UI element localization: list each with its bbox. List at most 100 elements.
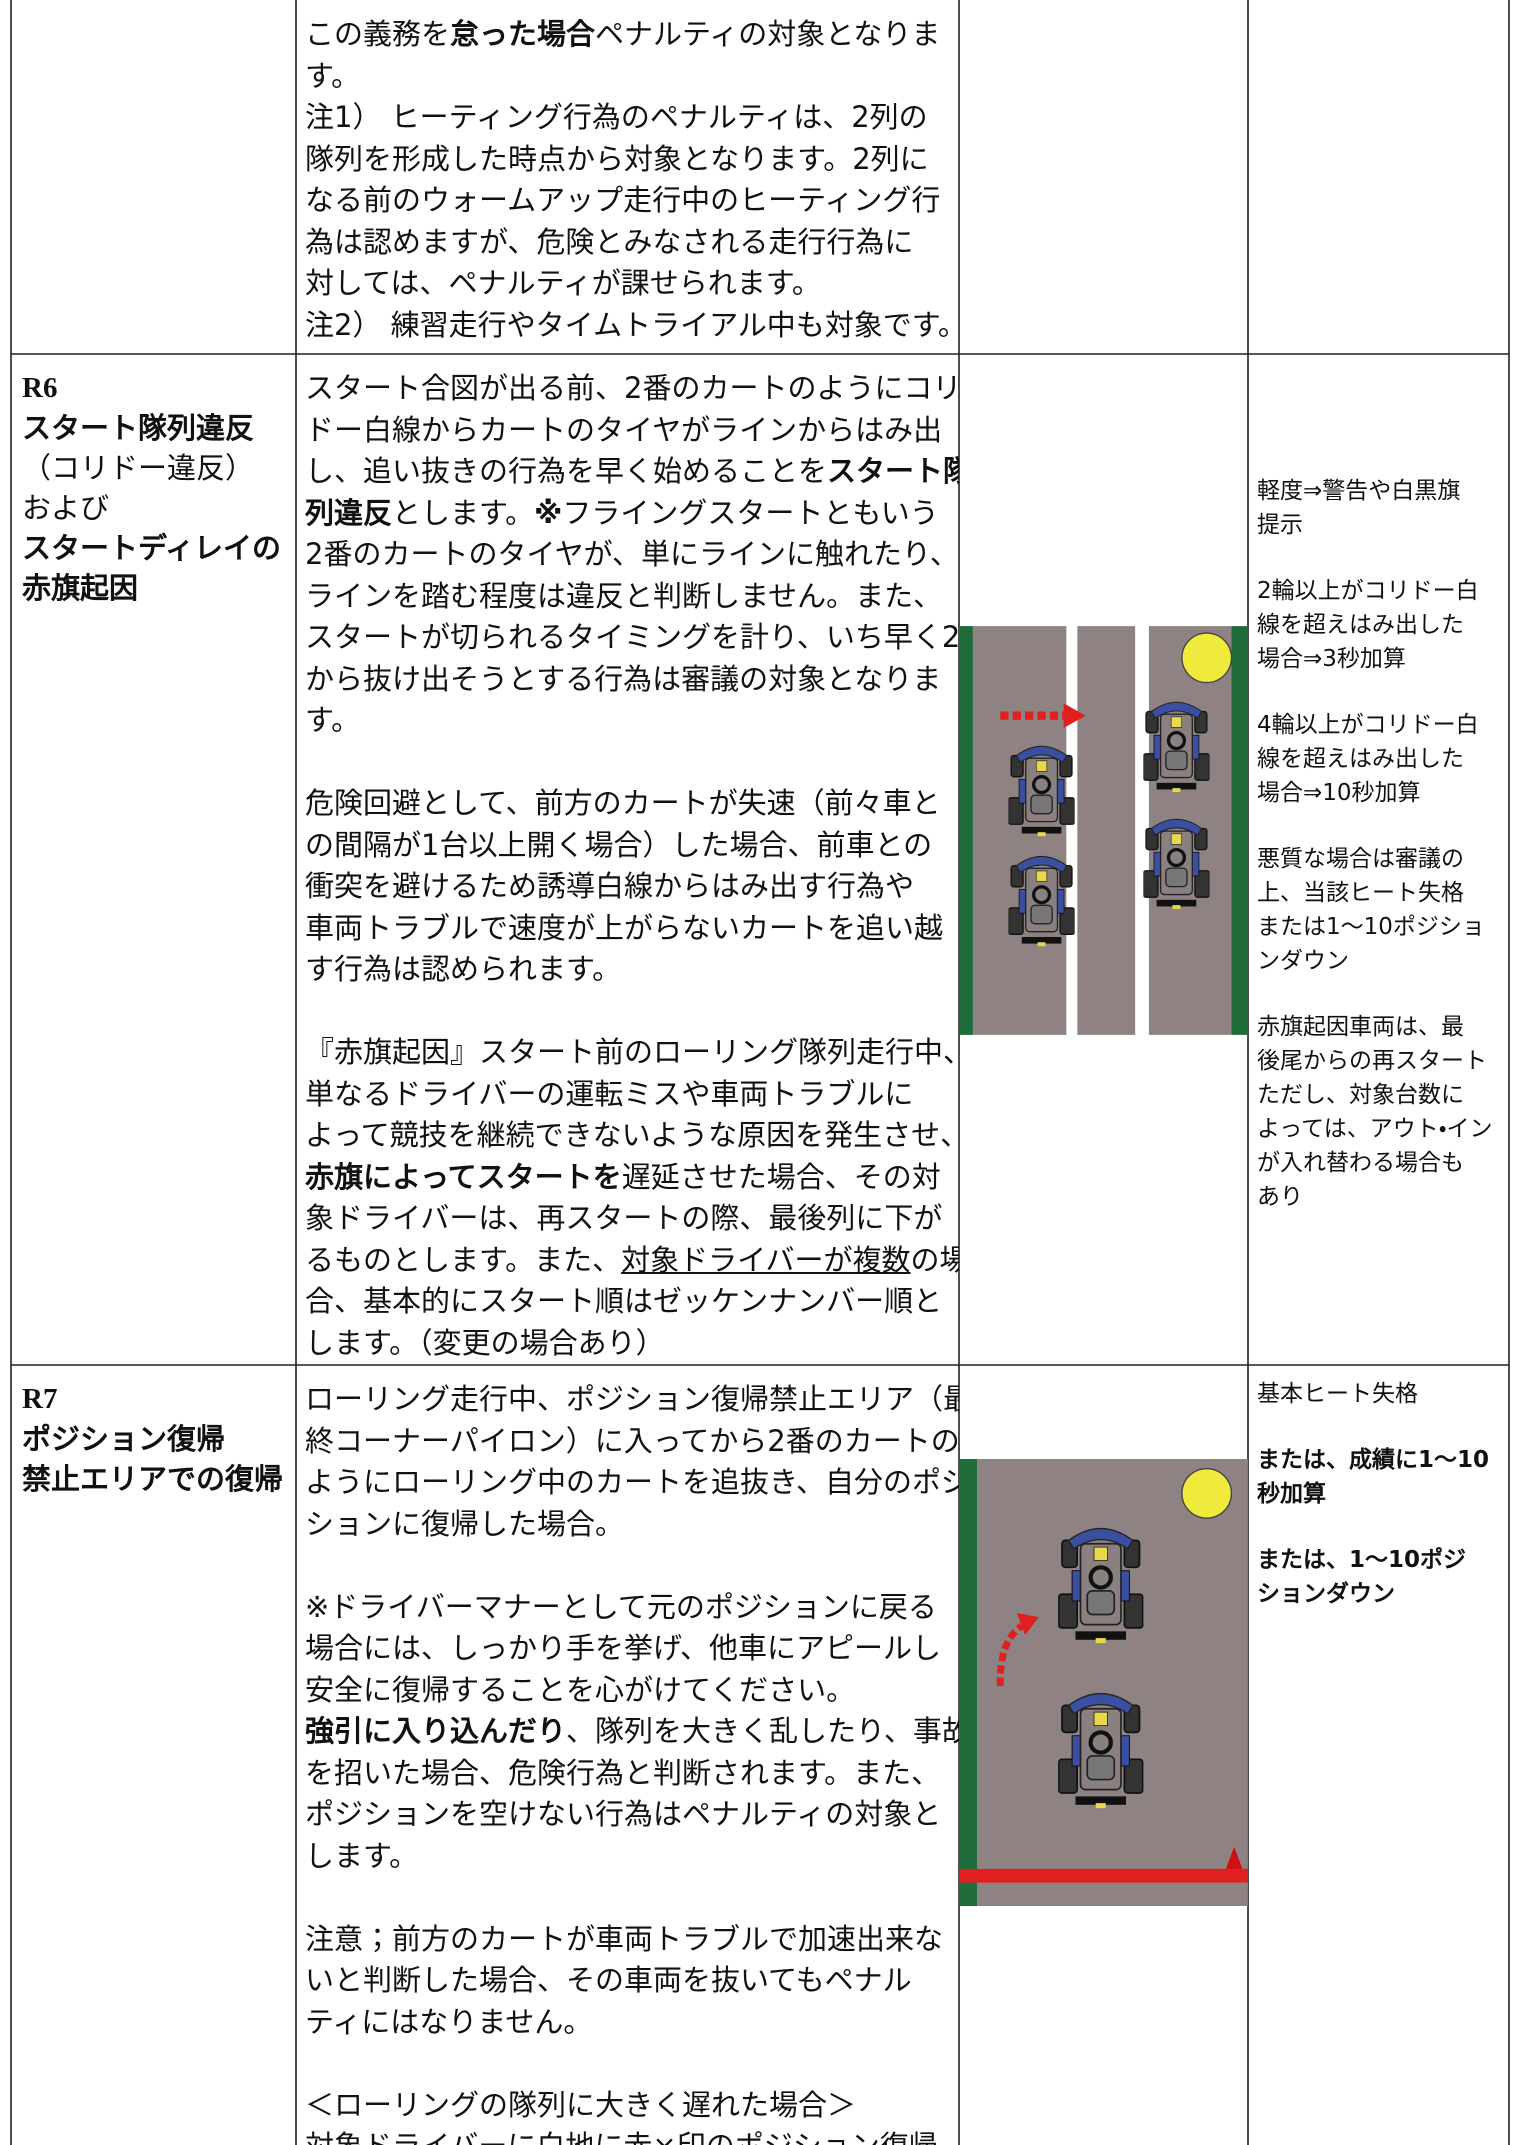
text-line: 場合⇒3秒加算 — [1257, 642, 1493, 676]
text: 遅延させた場合、その対 — [621, 1159, 941, 1194]
start-grid-illustration — [959, 626, 1248, 1035]
text-line: の間隔が1台以上開く場合）した場合、前車との — [305, 825, 959, 867]
text: 注2） 練習走行やタイムトライアル中も対象です。 — [305, 307, 959, 342]
text-line: るものとします。また、対象ドライバーが複数の場 — [305, 1240, 959, 1282]
text: 線を超えはみ出した — [1257, 611, 1464, 638]
text: ポジションを空けない行為はペナルティの対象と — [305, 1797, 942, 1831]
text-line: ティにはなりません。 — [305, 2002, 959, 2044]
text-line: す行為は認められます。 — [305, 949, 959, 991]
text: 悪質な場合は審議の — [1257, 845, 1464, 872]
text: し、追い抜きの行為を早く始めることを — [305, 454, 828, 488]
bold-text: または、1～10ポジ — [1257, 1547, 1467, 1573]
text-line: 象ドライバーは、再スタートの際、最後列に下が — [305, 1198, 959, 1240]
text-line: 秒加算 — [1257, 1477, 1509, 1511]
text: 線を超えはみ出した — [1257, 745, 1464, 772]
text-line: 衝突を避けるため誘導白線からはみ出す行為や — [305, 866, 959, 908]
penalty-cell: 軽度⇒警告や白黒旗 提示 2輪以上がコリドー白 線を超えはみ出した 場合⇒3秒加算 4輪以… — [1248, 354, 1509, 1365]
text: します。（変更の場合あり） — [305, 1325, 665, 1360]
text: ローリング走行中、ポジション復帰禁止エリア（最 — [305, 1382, 959, 1416]
text: 注意；前方のカートが車両トラブルで加速出来な — [305, 1921, 944, 1956]
bold-text: スタート隊列違反 — [22, 411, 255, 445]
paragraph: または、成績に1～10 秒加算 — [1257, 1443, 1509, 1511]
text: す。 — [305, 703, 361, 737]
bold-text: 列違反 — [305, 495, 393, 530]
rule-label: R6 スタート隊列違反 （コリドー違反） および スタートディレイの 赤旗起因 — [11, 354, 296, 1365]
text-line: 禁止エリアでの復帰 — [22, 1459, 296, 1499]
paragraph: 危険回避として、前方のカートが失速（前々車と の間隔が1台以上開く場合）した場合、… — [305, 783, 959, 991]
text-line: 2番のカートのタイヤが、単にラインに触れたり、 — [305, 534, 959, 576]
rule-description: ローリング走行中、ポジション復帰禁止エリア（最 終コーナーパイロン）に入ってから2… — [296, 1365, 959, 2145]
text-line: および — [22, 488, 296, 528]
text: 後尾からの再スタート — [1257, 1047, 1487, 1074]
text-line: よっては、アウト・イン — [1257, 1112, 1493, 1146]
text-line: 4輪以上がコリドー白 — [1257, 708, 1493, 742]
text: 場合⇒10秒加算 — [1257, 779, 1421, 806]
text-line: を招いた場合、危険行為と判断されます。また、 — [305, 1753, 959, 1795]
text: るものとします。また、 — [305, 1242, 622, 1277]
text: ラインを踏む程度は違反と判断しません。また、 — [305, 578, 943, 613]
text: 基本ヒート失格 — [1257, 1381, 1418, 1407]
text: 衝突を避けるため誘導白線からはみ出す行為や — [305, 869, 915, 903]
paragraph: 赤旗起因車両は、最 後尾からの再スタート ただし、対象台数に よっては、アウト・インが… — [1257, 1010, 1493, 1214]
text: 軽度⇒警告や白黒旗 — [1257, 477, 1461, 504]
bold-text: 禁止エリアでの復帰 — [22, 1462, 284, 1496]
rule-label: R7 ポジション復帰禁止エリアでの復帰 — [11, 1365, 296, 2145]
text: 4輪以上がコリドー白 — [1257, 711, 1479, 738]
text-line: ローリング走行中、ポジション復帰禁止エリア（最 — [305, 1379, 959, 1421]
paragraph: この義務を怠った場合ペナルティの対象となりま す。 注1） ヒーティング行為のペナル… — [305, 14, 959, 346]
text-line: （コリドー違反） — [22, 448, 296, 488]
rule-description: スタート合図が出る前、2番のカートのようにコリ ドー白線からカートのタイヤがライン… — [296, 354, 959, 1365]
text: 提示 — [1257, 511, 1303, 538]
text-line: 赤旗起因 — [22, 568, 296, 608]
text-line: 後尾からの再スタート — [1257, 1044, 1493, 1078]
text: いと判断した場合、その車両を抜いてもペナル — [305, 1963, 912, 1997]
text: 2輪以上がコリドー白 — [1257, 577, 1479, 604]
text-line: から抜け出そうとする行為は審議の対象となりま — [305, 659, 959, 701]
paragraph: 4輪以上がコリドー白 線を超えはみ出した 場合⇒10秒加算 — [1257, 708, 1493, 810]
text-line: 単なるドライバーの運転ミスや車両トラブルに — [305, 1074, 959, 1116]
text: ※ドライバーマナーとして元のポジションに戻る — [305, 1589, 937, 1624]
text-line: いと判断した場合、その車両を抜いてもペナル — [305, 1960, 959, 2002]
text: します。 — [305, 1838, 419, 1873]
bold-text: ※ — [534, 495, 563, 530]
text: ただし、対象台数に — [1257, 1081, 1464, 1108]
penalty-cell: 基本ヒート失格 または、成績に1～10 秒加算 または、1～10ポジ ションダウン — [1248, 1365, 1509, 2145]
text-line: または、1～10ポジ — [1257, 1543, 1509, 1577]
paragraph: 『赤旗起因』スタート前のローリング隊列走行中、 単なるドライバーの運転ミスや車両ト… — [305, 1032, 959, 1364]
text: 対象ドライバーに白地に赤×印のポジション復帰 — [305, 2129, 938, 2145]
text-line: ションに復帰した場合。 — [305, 1504, 959, 1546]
text-line: 提示 — [1257, 508, 1493, 542]
text-line: ラインを踏む程度は違反と判断しません。また、 — [305, 576, 959, 618]
bold-text: スタートディレイの — [22, 531, 281, 565]
text-line: す。 — [305, 56, 959, 98]
text: （コリドー違反） — [22, 451, 255, 485]
text: ションに復帰した場合。 — [305, 1506, 625, 1541]
text: なる前のウォームアップ走行中のヒーティング行 — [305, 183, 941, 217]
text-line: 安全に復帰することを心がけてください。 — [305, 1670, 959, 1712]
text-line: 場合⇒10秒加算 — [1257, 776, 1493, 810]
text: 対しては、ペナルティが課せられます。 — [305, 266, 821, 300]
text-line: 隊列を形成した時点から対象となります。2列に — [305, 139, 959, 181]
penalty-text: 基本ヒート失格 または、成績に1～10 秒加算 または、1～10ポジ ションダウン — [1257, 1377, 1509, 1611]
bold-text: ポジション復帰 — [22, 1422, 226, 1456]
text: の間隔が1台以上開く場合）した場合、前車との — [305, 827, 933, 862]
text: および — [22, 491, 110, 525]
text-line: 合、基本的にスタート順はゼッケンナンバー順と — [305, 1281, 959, 1323]
paragraph: スタート合図が出る前、2番のカートのようにコリ ドー白線からカートのタイヤがライン… — [305, 368, 959, 742]
text-line: します。 — [305, 1836, 959, 1878]
text: 安全に復帰することを心がけてください。 — [305, 1672, 856, 1707]
text: ＜ローリングの隊列に大きく遅れた場合＞ — [305, 2087, 857, 2122]
paragraph: 注意；前方のカートが車両トラブルで加速出来な いと判断した場合、その車両を抜いても… — [305, 1919, 959, 2044]
text: 場合⇒3秒加算 — [1257, 645, 1406, 672]
rule-description: この義務を怠った場合ペナルティの対象となりま す。 注1） ヒーティング行為のペナル… — [296, 0, 959, 354]
text: ペナルティの対象となりま — [595, 17, 941, 51]
text: ようにローリング中のカートを追抜き、自分のポジ — [305, 1465, 959, 1499]
text: 隊列を形成した時点から対象となります。2列に — [305, 141, 929, 176]
text-line: R7 — [22, 1379, 296, 1419]
text: よっては、アウト・イン — [1257, 1115, 1493, 1142]
text-line: ンダウン — [1257, 944, 1493, 978]
text: す行為は認められます。 — [305, 952, 622, 986]
paragraph: ※ドライバーマナーとして元のポジションに戻る 場合には、しっかり手を挙げ、他車にア… — [305, 1587, 959, 1878]
paragraph: 基本ヒート失格 — [1257, 1377, 1509, 1411]
